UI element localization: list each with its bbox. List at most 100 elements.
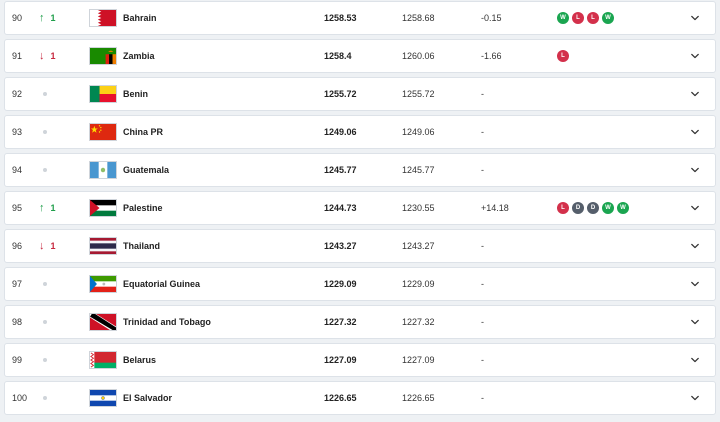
chevron-down-icon[interactable] bbox=[691, 394, 699, 402]
arrow-up-icon: ↑ bbox=[39, 11, 45, 24]
rank-number: 100 bbox=[12, 393, 28, 403]
rank-number: 95 bbox=[12, 203, 23, 213]
total-points: 1255.72 bbox=[324, 89, 357, 99]
arrow-up-icon: ↑ bbox=[39, 201, 45, 214]
total-points: 1229.09 bbox=[324, 279, 357, 289]
el-salvador-flag-icon bbox=[89, 389, 117, 407]
chevron-down-icon[interactable] bbox=[691, 280, 699, 288]
chevron-down-icon[interactable] bbox=[691, 14, 699, 22]
chevron-down-icon[interactable] bbox=[691, 128, 699, 136]
chevron-down-icon[interactable] bbox=[691, 166, 699, 174]
benin-flag-icon bbox=[89, 85, 117, 103]
total-points: 1249.06 bbox=[324, 127, 357, 137]
guatemala-flag-icon bbox=[89, 161, 117, 179]
points-difference: - bbox=[481, 393, 484, 403]
previous-points: 1243.27 bbox=[402, 241, 435, 251]
rank-change: 1 bbox=[50, 203, 56, 213]
rank-movement: ↑ 1 bbox=[39, 2, 56, 34]
chevron-down-icon[interactable] bbox=[691, 204, 699, 212]
rank-number: 94 bbox=[12, 165, 23, 175]
table-row[interactable]: 96 ↓ 1 Thailand 1243.27 1243.27- bbox=[4, 229, 716, 263]
previous-points: 1249.06 bbox=[402, 127, 435, 137]
belarus-flag-icon bbox=[89, 351, 117, 369]
total-points: 1245.77 bbox=[324, 165, 357, 175]
team-name[interactable]: Belarus bbox=[123, 355, 157, 365]
rank-change: 1 bbox=[50, 51, 56, 61]
china-flag-icon bbox=[89, 123, 117, 141]
previous-points: 1245.77 bbox=[402, 165, 435, 175]
total-points: 1226.65 bbox=[324, 393, 357, 403]
total-points: 1243.27 bbox=[324, 241, 357, 251]
no-change-icon bbox=[43, 92, 47, 96]
team-name[interactable]: Equatorial Guinea bbox=[123, 279, 201, 289]
previous-points: 1229.09 bbox=[402, 279, 435, 289]
form-badge: W bbox=[557, 12, 569, 24]
total-points: 1227.09 bbox=[324, 355, 357, 365]
chevron-down-icon[interactable] bbox=[691, 90, 699, 98]
team-name[interactable]: Trinidad and Tobago bbox=[123, 317, 211, 327]
chevron-down-icon[interactable] bbox=[691, 242, 699, 250]
table-row[interactable]: 90 ↑ 1 Bahrain 1258.53 1258.68 -0.15 W L L W bbox=[4, 1, 716, 35]
table-row[interactable]: 93 China PR 1249.06 1249.06 - bbox=[4, 115, 716, 149]
rank-movement bbox=[39, 344, 47, 376]
total-points: 1258.53 bbox=[324, 13, 357, 23]
palestine-flag-icon bbox=[89, 199, 117, 217]
form-badge: L bbox=[572, 12, 584, 24]
points-difference: +14.18 bbox=[481, 203, 509, 213]
rank-change: 1 bbox=[50, 241, 56, 251]
trinidad-flag-icon bbox=[89, 313, 117, 331]
rank-movement bbox=[39, 78, 47, 110]
form-badge: D bbox=[587, 202, 599, 214]
previous-points: 1255.72 bbox=[402, 89, 435, 99]
points-difference: - bbox=[481, 279, 484, 289]
no-change-icon bbox=[43, 320, 47, 324]
table-row[interactable]: 99 Belarus 1227.09 1227.09 - bbox=[4, 343, 716, 377]
points-difference: -0.15 bbox=[481, 13, 502, 23]
rank-number: 91 bbox=[12, 51, 23, 61]
rank-movement: ↑ 1 bbox=[39, 192, 56, 224]
no-change-icon bbox=[43, 396, 47, 400]
chevron-down-icon[interactable] bbox=[691, 318, 699, 326]
rank-movement bbox=[39, 268, 47, 300]
no-change-icon bbox=[43, 282, 47, 286]
form-badge: D bbox=[572, 202, 584, 214]
team-name[interactable]: Zambia bbox=[123, 51, 155, 61]
form-badge: L bbox=[557, 202, 569, 214]
team-name[interactable]: Bahrain bbox=[123, 13, 157, 23]
rank-movement: ↓ 1 bbox=[39, 230, 56, 262]
form-badge: W bbox=[617, 202, 629, 214]
team-name[interactable]: Benin bbox=[123, 89, 149, 99]
rank-movement bbox=[39, 306, 47, 338]
arrow-down-icon: ↓ bbox=[39, 239, 45, 252]
table-row[interactable]: 94 Guatemala 1245.77 1245.77 - bbox=[4, 153, 716, 187]
rank-number: 93 bbox=[12, 127, 23, 137]
points-difference: - bbox=[481, 241, 484, 251]
previous-points: 1258.68 bbox=[402, 13, 435, 23]
previous-points: 1227.32 bbox=[402, 317, 435, 327]
previous-points: 1230.55 bbox=[402, 203, 435, 213]
team-name[interactable]: Guatemala bbox=[123, 165, 170, 175]
form-badge: L bbox=[557, 50, 569, 62]
chevron-down-icon[interactable] bbox=[691, 356, 699, 364]
points-difference: - bbox=[481, 317, 484, 327]
rank-movement bbox=[39, 116, 47, 148]
team-name[interactable]: Palestine bbox=[123, 203, 163, 213]
form-badge: W bbox=[602, 12, 614, 24]
table-row[interactable]: 91 ↓ 1 Zambia 1258.4 1260.06 -1.66 L bbox=[4, 39, 716, 73]
table-row[interactable]: 97 Equatorial Guinea 1229.09 1229.09 - bbox=[4, 267, 716, 301]
rank-movement bbox=[39, 154, 47, 186]
form-badge: W bbox=[602, 202, 614, 214]
bahrain-flag-icon bbox=[89, 9, 117, 27]
table-row[interactable]: 100 El Salvador 1226.65 1226.65 - bbox=[4, 381, 716, 415]
team-name[interactable]: China PR bbox=[123, 127, 164, 137]
chevron-down-icon[interactable] bbox=[691, 52, 699, 60]
table-row[interactable]: 92 Benin 1255.72 1255.72 - bbox=[4, 77, 716, 111]
team-name[interactable]: Thailand bbox=[123, 241, 161, 251]
table-row[interactable]: 95 ↑ 1 Palestine 1244.73 1230.55 +14.18 L D D W W bbox=[4, 191, 716, 225]
rank-number: 98 bbox=[12, 317, 23, 327]
team-name[interactable]: El Salvador bbox=[123, 393, 173, 403]
table-row[interactable]: 98 Trinidad and Tobago 1227.32 1227.32 - bbox=[4, 305, 716, 339]
